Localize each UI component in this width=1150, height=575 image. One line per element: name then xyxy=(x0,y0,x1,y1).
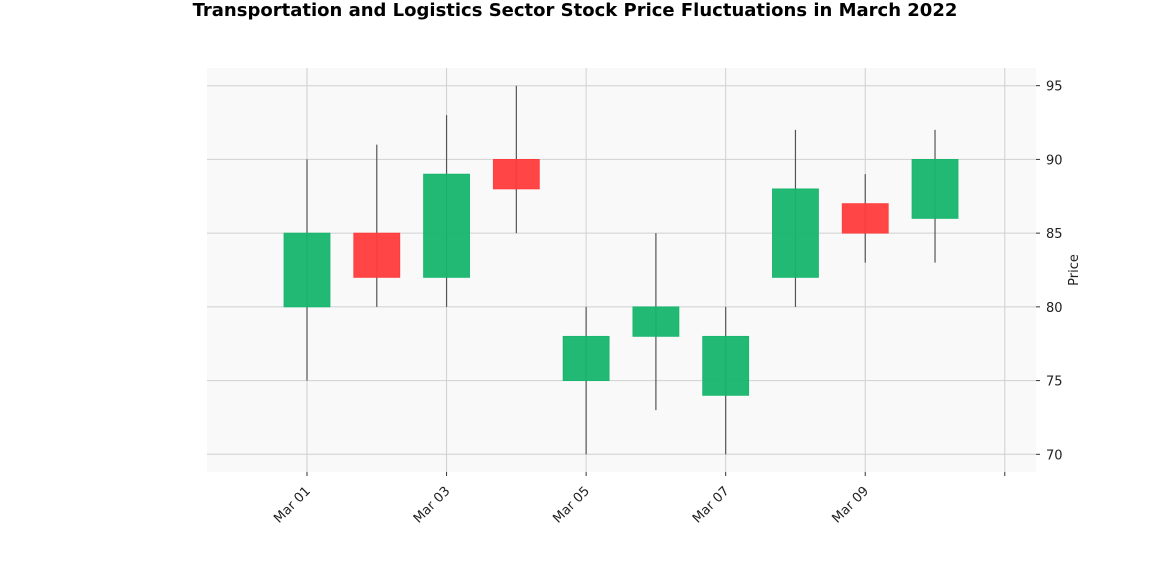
y-tick-label: 95 xyxy=(1046,80,1063,95)
plot-area xyxy=(207,68,1036,472)
x-tick-label: Mar 03 xyxy=(411,484,454,527)
y-tick-label: 75 xyxy=(1046,375,1063,390)
x-tick-label: Mar 01 xyxy=(271,484,314,527)
candle-body-up xyxy=(562,335,610,381)
candle-body-up xyxy=(423,173,470,278)
candle-body-up xyxy=(283,232,331,308)
y-tick-label: 85 xyxy=(1046,227,1063,242)
y-axis-label: Price xyxy=(1067,254,1082,286)
x-tick-label: Mar 09 xyxy=(829,484,872,527)
y-tick-label: 90 xyxy=(1046,153,1063,168)
candle-body-down xyxy=(492,159,540,190)
chart-title: Transportation and Logistics Sector Stoc… xyxy=(192,0,958,21)
x-tick-label: Mar 05 xyxy=(550,484,593,527)
candle-body-down xyxy=(353,232,401,278)
candle-bodies xyxy=(283,159,959,396)
grid-lines xyxy=(207,68,1036,472)
y-tick-label: 70 xyxy=(1046,448,1063,463)
candle-body-up xyxy=(772,188,819,278)
x-axis-ticks: Mar 01 Mar 03 Mar 05 Mar 07 Mar 09 xyxy=(271,472,1006,527)
y-axis-ticks: 70 75 80 85 90 95 xyxy=(1036,80,1063,463)
x-tick-label: Mar 07 xyxy=(690,484,733,527)
candle-body-up xyxy=(911,159,959,219)
candle-body-down xyxy=(841,203,889,234)
y-tick-label: 80 xyxy=(1046,301,1063,316)
candle-body-up xyxy=(632,306,680,337)
candle-body-up xyxy=(702,335,750,396)
